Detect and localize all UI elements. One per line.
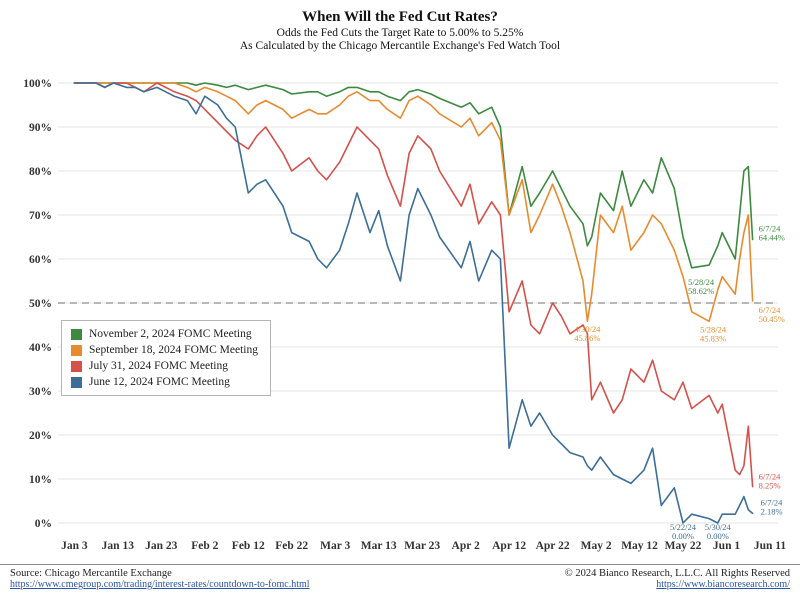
x-tick-label: Jan 3 bbox=[61, 540, 88, 552]
y-tick-label: 70% bbox=[29, 210, 52, 222]
x-tick-label: Apr 2 bbox=[452, 540, 480, 552]
y-tick-label: 60% bbox=[29, 254, 52, 266]
x-tick-label: May 22 bbox=[665, 540, 702, 552]
legend-swatch-november bbox=[71, 328, 82, 340]
legend-item-july: July 31, 2024 FOMC Meeting bbox=[71, 360, 258, 372]
chart-annotation: 5/28/24 45.83% bbox=[700, 324, 727, 343]
chart-footer: Source: Chicago Mercantile Exchange http… bbox=[0, 564, 800, 590]
chart-annotation: 6/7/24 64.44% bbox=[759, 223, 785, 242]
legend-label-june: June 12, 2024 FOMC Meeting bbox=[89, 376, 230, 388]
x-tick-label: Jan 23 bbox=[145, 540, 178, 552]
chart-annotation: 6/7/24 50.45% bbox=[759, 305, 785, 324]
y-tick-label: 40% bbox=[29, 342, 52, 354]
footer-source-block: Source: Chicago Mercantile Exchange http… bbox=[10, 568, 310, 590]
legend-label-september: September 18, 2024 FOMC Meeting bbox=[89, 344, 258, 356]
y-tick-label: 30% bbox=[29, 386, 52, 398]
y-tick-label: 100% bbox=[23, 78, 52, 90]
series-line bbox=[73, 82, 754, 488]
x-tick-label: Feb 22 bbox=[275, 540, 308, 552]
footer-source-text: Source: Chicago Mercantile Exchange bbox=[10, 568, 172, 579]
x-tick-label: May 2 bbox=[581, 540, 612, 552]
x-tick-label: Feb 12 bbox=[232, 540, 265, 552]
chart-title: When Will the Fed Cut Rates? bbox=[302, 9, 498, 25]
x-tick-label: Apr 12 bbox=[492, 540, 526, 552]
x-tick-label: Mar 3 bbox=[320, 540, 350, 552]
x-tick-label: Mar 23 bbox=[404, 540, 440, 552]
series-line bbox=[73, 82, 754, 323]
legend-item-november: November 2, 2024 FOMC Meeting bbox=[71, 328, 258, 340]
chart-annotation: 4/30/24 45.86% bbox=[574, 324, 601, 343]
y-tick-label: 50% bbox=[29, 298, 52, 310]
chart-annotation: 5/22/24 0.00% bbox=[670, 522, 697, 541]
legend-swatch-september bbox=[71, 344, 82, 356]
legend-item-june: June 12, 2024 FOMC Meeting bbox=[71, 376, 258, 388]
chart-annotation: 6/7/24 2.18% bbox=[761, 497, 783, 516]
chart-annotation: 5/30/24 0.00% bbox=[705, 522, 732, 541]
legend-swatch-june bbox=[71, 376, 82, 388]
legend-item-september: September 18, 2024 FOMC Meeting bbox=[71, 344, 258, 356]
x-tick-label: Jan 13 bbox=[102, 540, 135, 552]
footer-copyright-text: © 2024 Bianco Research, L.L.C. All Right… bbox=[564, 568, 790, 579]
footer-copyright-block: © 2024 Bianco Research, L.L.C. All Right… bbox=[565, 568, 790, 590]
y-tick-label: 10% bbox=[29, 474, 52, 486]
chart-subtitle-line2: As Calculated by the Chicago Mercantile … bbox=[239, 40, 561, 52]
legend-label-november: November 2, 2024 FOMC Meeting bbox=[89, 328, 252, 340]
x-tick-label: Mar 13 bbox=[361, 540, 397, 552]
footer-copyright-link[interactable]: https://www.biancoresearch.com/ bbox=[656, 579, 790, 590]
x-tick-label: May 12 bbox=[621, 540, 658, 552]
y-tick-label: 90% bbox=[29, 122, 52, 134]
footer-source-link[interactable]: https://www.cmegroup.com/trading/interes… bbox=[10, 579, 310, 590]
x-tick-label: Apr 22 bbox=[536, 540, 570, 552]
chart-legend: November 2, 2024 FOMC Meeting September … bbox=[61, 320, 271, 396]
chart-header: When Will the Fed Cut Rates? Odds the Fe… bbox=[0, 9, 800, 52]
series-line bbox=[73, 82, 754, 524]
chart-subtitle-line1: Odds the Fed Cuts the Target Rate to 5.0… bbox=[276, 27, 524, 39]
x-tick-label: Jun 11 bbox=[754, 540, 787, 552]
x-tick-label: Jun 1 bbox=[713, 540, 740, 552]
chart-annotation: 5/28/24 58.62% bbox=[688, 277, 715, 296]
chart-plot-area: 0% 10% 20% 30% 40% 50% 60% 70% 80% 90% 100% Jan 3 Ja… bbox=[23, 78, 787, 552]
legend-swatch-july bbox=[71, 360, 82, 372]
y-tick-label: 80% bbox=[29, 166, 52, 178]
y-tick-label: 20% bbox=[29, 430, 52, 442]
x-tick-label: Feb 2 bbox=[191, 540, 218, 552]
y-tick-label: 0% bbox=[35, 518, 52, 530]
chart-annotation: 6/7/24 8.25% bbox=[759, 472, 781, 491]
legend-label-july: July 31, 2024 FOMC Meeting bbox=[89, 360, 228, 372]
series-line bbox=[73, 82, 754, 269]
